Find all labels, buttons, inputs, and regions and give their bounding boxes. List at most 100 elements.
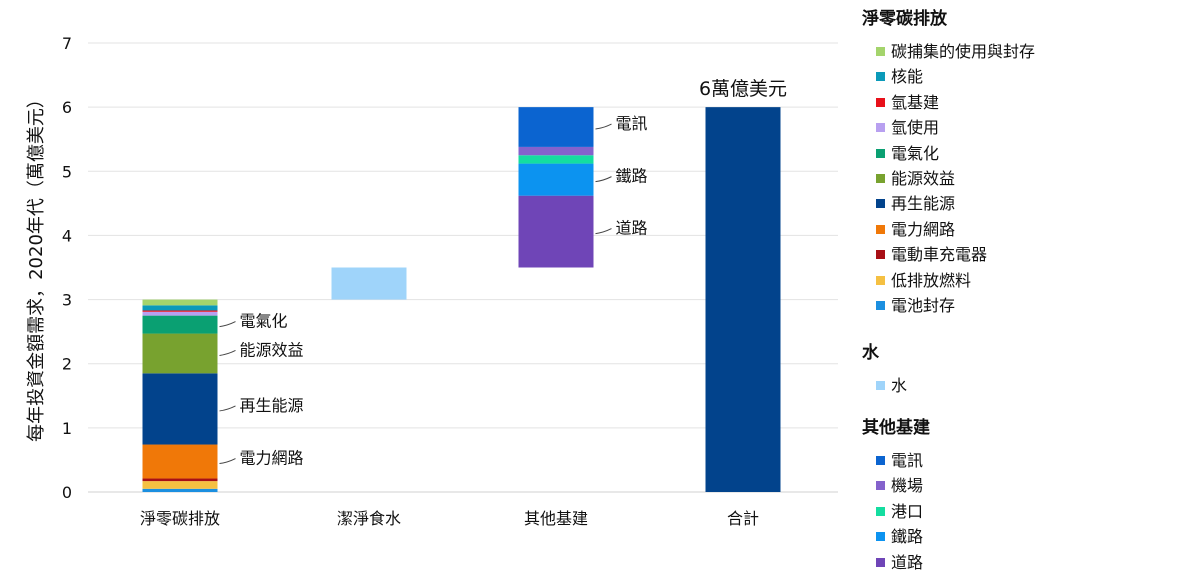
segment-annotation: 電訊: [616, 114, 648, 133]
bar-segment: [142, 373, 218, 445]
x-tick-label: 合計: [727, 509, 759, 528]
legend-item: 電動車充電器: [876, 245, 987, 265]
legend-swatch: [876, 275, 885, 285]
legend-swatch: [876, 47, 885, 56]
legend-swatch: [876, 250, 885, 260]
legend-label: 低排放燃料: [891, 270, 972, 290]
annotation-leader: [219, 321, 236, 328]
segment-annotation: 鐵路: [616, 167, 648, 186]
annotation-leader: [219, 405, 236, 412]
legend-label: 氫使用: [891, 118, 940, 138]
legend-swatch: [876, 506, 885, 516]
bar-segment: [518, 107, 594, 147]
segment-annotation: 電氣化: [240, 312, 288, 331]
legend-label: 道路: [891, 552, 924, 572]
legend-item: 道路: [876, 553, 923, 573]
y-tick-label: 3: [62, 291, 72, 310]
legend-swatch: [876, 481, 885, 491]
annotation-leader: [595, 228, 612, 235]
legend-item: 氫使用: [876, 118, 939, 138]
legend: 淨零碳排放碳捕集的使用與封存 核能氫基建氫使用電氣化能源效益再生能源電力網路電動車…: [862, 0, 1192, 578]
bar-segment: [142, 310, 218, 312]
x-tick-label: 淨零碳排放: [140, 509, 220, 528]
legend-group: 淨零碳排放碳捕集的使用與封存 核能氫基建氫使用電氣化能源效益再生能源電力網路電動車…: [862, 8, 1035, 315]
legend-label: 電池封存: [891, 296, 956, 315]
legend-group-title: 其他基建: [862, 418, 930, 438]
legend-item: 低排放燃料: [876, 271, 971, 291]
bar-segment: [331, 267, 407, 300]
legend-label: 電動車充電器: [891, 245, 988, 265]
x-axis-labels: 淨零碳排放 潔淨食水 其他基建 合計: [140, 509, 759, 528]
bar-segment: [142, 305, 218, 311]
bar-segment: [518, 163, 594, 196]
annotation-leader: [595, 176, 612, 183]
legend-item: 氫基建: [876, 93, 939, 113]
bar-segment: [705, 107, 781, 493]
legend-item: 鐵路: [876, 527, 923, 547]
legend-item: 機場: [876, 476, 923, 496]
x-tick-label: 其他基建: [524, 509, 588, 528]
legend-label: 機場: [891, 476, 924, 496]
legend-swatch: [876, 174, 885, 183]
bar-segment: [518, 195, 594, 268]
bar-segment: [142, 488, 218, 492]
x-tick-label: 潔淨食水: [337, 509, 401, 528]
legend-swatch: [876, 123, 885, 133]
segment-annotation: 再生能源: [240, 396, 304, 415]
legend-label: 電訊: [891, 451, 924, 470]
legend-label: 電力網路: [891, 219, 956, 239]
y-axis-ticks: 0 1 2 3 4 5 6 7: [62, 34, 72, 502]
legend-swatch: [876, 456, 885, 465]
bars: [142, 107, 781, 493]
legend-group: 其他基建 電訊 機場 港口 鐵路 道路: [862, 417, 930, 572]
legend-label: 電氣化: [891, 143, 940, 163]
bar-segment: [142, 481, 218, 489]
legend-swatch: [876, 224, 885, 234]
annotation-leader: [595, 123, 612, 130]
legend-label: 核能: [891, 67, 924, 87]
annotation-leader: [219, 458, 236, 465]
legend-label: 能源效益: [891, 169, 956, 188]
bar-segment: [142, 478, 218, 482]
legend-group-title: 水: [862, 343, 879, 363]
legend-label: 鐵路: [891, 527, 924, 547]
legend-item: 再生能源: [876, 194, 955, 214]
bar-segment: [518, 146, 594, 156]
legend-swatch: [876, 557, 885, 567]
legend-swatch: [876, 199, 885, 209]
legend-item: 能源效益: [876, 169, 955, 189]
legend-swatch: [876, 148, 885, 158]
legend-label: 水: [891, 376, 908, 395]
legend-group-title: 淨零碳排放: [862, 9, 947, 29]
legend-swatch: [876, 72, 885, 82]
y-tick-label: 0: [62, 483, 72, 502]
bar-segment: [142, 444, 218, 479]
legend-label: 氫基建: [891, 92, 940, 112]
legend-group: 水水: [862, 342, 907, 395]
bar-segment: [142, 333, 218, 374]
total-annotation: 6萬億美元: [699, 78, 787, 100]
y-tick-label: 4: [62, 226, 72, 245]
segment-annotation: 道路: [616, 219, 648, 238]
bar-segment: [518, 155, 594, 164]
legend-item: 電力網路: [876, 220, 955, 240]
y-tick-label: 1: [62, 419, 72, 438]
legend-swatch: [876, 301, 885, 310]
legend-swatch: [876, 381, 885, 390]
legend-item: 電訊: [876, 451, 923, 471]
legend-item: 電池封存: [876, 296, 955, 316]
segment-annotation: 電力網路: [240, 449, 304, 468]
annotation-leader: [219, 350, 236, 356]
legend-label: 碳捕集的使用與封存: [891, 42, 1036, 61]
legend-swatch: [876, 532, 885, 542]
legend-label: 再生能源: [891, 194, 956, 214]
bar-segment: [142, 315, 218, 334]
bar-segment: [142, 311, 218, 316]
y-tick-label: 7: [62, 34, 72, 53]
segment-annotation: 能源效益: [240, 340, 304, 359]
legend-item: 水: [876, 376, 907, 396]
bar-segment: [142, 299, 218, 306]
y-tick-label: 2: [62, 355, 72, 374]
legend-item: 電氣化: [876, 144, 939, 164]
